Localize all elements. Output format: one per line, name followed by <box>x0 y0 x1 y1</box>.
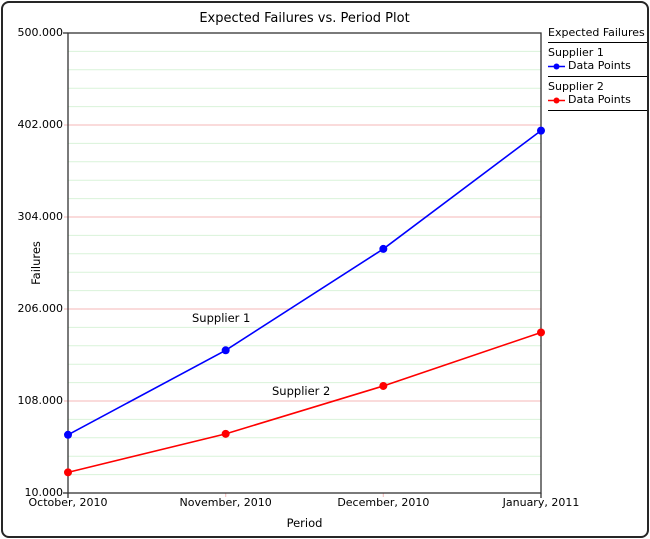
legend-series-name: Supplier 1 <box>548 46 604 59</box>
plot-area-border <box>67 32 542 494</box>
series-line-1 <box>67 129 542 436</box>
x-tick-label: January, 2011 <box>502 496 580 509</box>
y-axis-title: Failures <box>29 241 43 285</box>
legend-series-name: Supplier 2 <box>548 80 604 93</box>
data-point <box>379 244 388 253</box>
data-point <box>537 126 545 135</box>
line-dot-marker-icon <box>548 62 565 71</box>
y-tick-label: 108.000 <box>17 394 64 407</box>
legend-title: Expected Failures <box>548 27 647 43</box>
legend-item-supplier-1: Supplier 1 Data Points <box>548 45 647 77</box>
legend-series-sublabel: Data Points <box>568 93 631 106</box>
x-tick-label: November, 2010 <box>179 496 272 509</box>
series-line-2 <box>67 331 542 474</box>
data-point <box>379 381 388 390</box>
x-axis-title: Period <box>286 516 323 530</box>
data-point <box>537 328 545 337</box>
y-tick-label: 10.000 <box>24 486 64 499</box>
y-tick-label: 206.000 <box>17 302 64 315</box>
y-tick-label: 304.000 <box>17 210 64 223</box>
chart-title: Expected Failures vs. Period Plot <box>199 11 410 26</box>
y-tick-label: 500.000 <box>17 26 64 39</box>
data-point <box>221 346 230 355</box>
data-point <box>64 468 72 477</box>
legend-series-sublabel: Data Points <box>568 59 631 72</box>
series-label-annotation: Supplier 1 <box>192 311 251 325</box>
legend: Expected Failures Supplier 1 Data Points… <box>548 27 647 113</box>
legend-item-supplier-2: Supplier 2 Data Points <box>548 79 647 111</box>
x-tick-label: December, 2010 <box>337 496 430 509</box>
data-point <box>64 430 72 439</box>
y-tick-label: 402.000 <box>17 118 64 131</box>
series-label-annotation: Supplier 2 <box>272 384 331 398</box>
line-dot-marker-icon <box>548 96 565 105</box>
data-point <box>221 429 230 438</box>
x-tick-label: October, 2010 <box>28 496 108 509</box>
